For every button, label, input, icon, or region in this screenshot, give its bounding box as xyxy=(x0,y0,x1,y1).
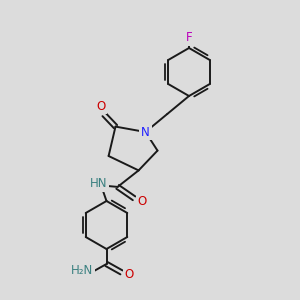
Text: HN: HN xyxy=(90,177,107,190)
Text: N: N xyxy=(141,125,150,139)
Text: F: F xyxy=(186,31,192,44)
Text: O: O xyxy=(138,195,147,208)
Text: O: O xyxy=(97,100,106,113)
Text: H₂N: H₂N xyxy=(71,264,94,278)
Text: O: O xyxy=(124,268,134,281)
